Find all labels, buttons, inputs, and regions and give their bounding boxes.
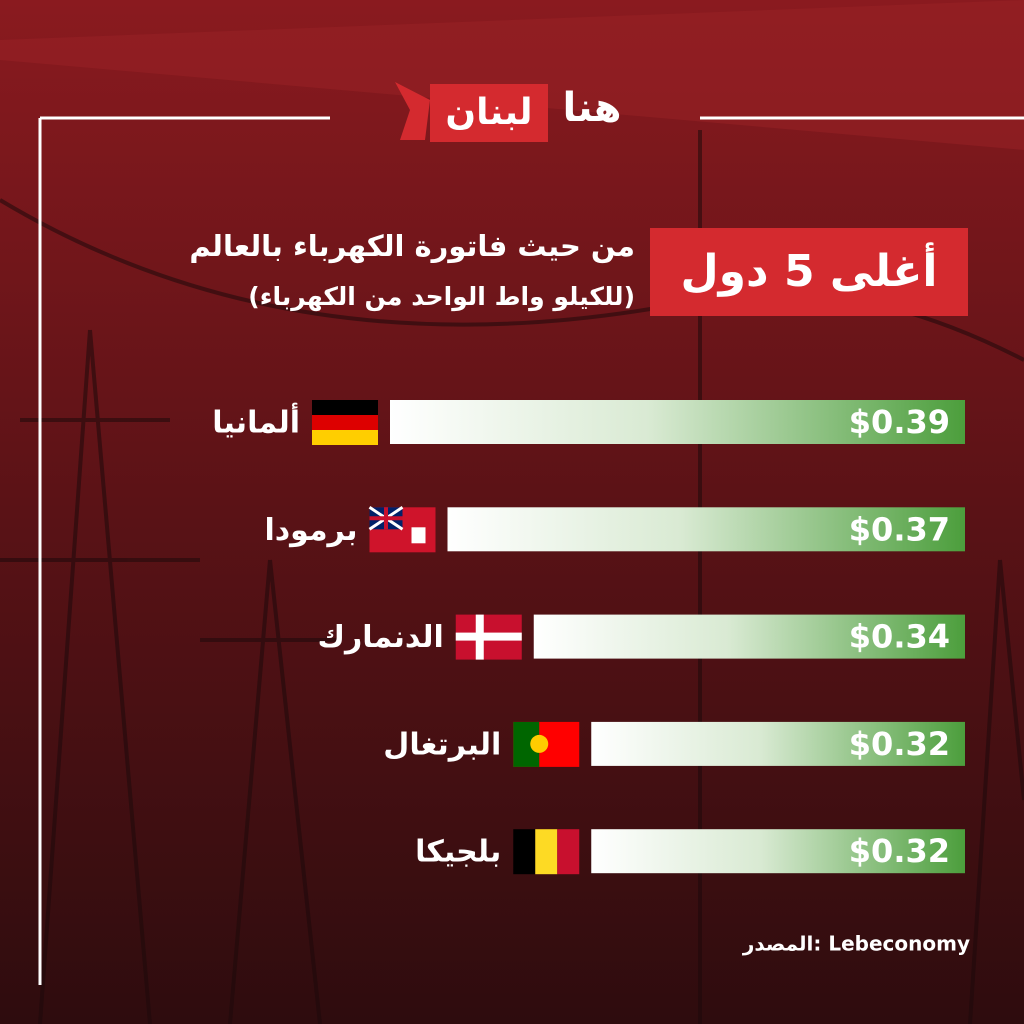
bar — [390, 400, 965, 444]
chart-title: أغلى 5 دول — [681, 242, 938, 297]
category-label: بلجيكا — [415, 835, 501, 870]
source: المصدر: Lebeconomy — [742, 932, 970, 956]
bar — [533, 614, 965, 659]
category-label: الدنمارك — [317, 620, 443, 655]
frame — [38, 116, 1024, 985]
flag — [312, 400, 378, 445]
category-label: البرتغال — [383, 727, 501, 762]
flag — [368, 506, 436, 553]
bar — [591, 829, 965, 874]
title-box — [650, 228, 968, 316]
logo-text: لبنان — [445, 92, 532, 133]
value-label: $0.32 — [849, 832, 950, 870]
background-band — [0, 0, 1024, 150]
value-label: $0.34 — [849, 618, 950, 656]
note: (للكيلو واط الواحد من الكهرباء) — [248, 282, 635, 312]
logo-text: هنا — [562, 85, 621, 131]
logo-box — [430, 84, 548, 142]
bar — [447, 507, 965, 552]
category-label: ألمانيا — [212, 403, 300, 441]
flag — [513, 721, 580, 767]
flag — [455, 614, 522, 660]
bar — [591, 721, 965, 766]
category-label: برمودا — [265, 513, 358, 548]
subtitle: من حيث فاتورة الكهرباء بالعالم — [189, 229, 635, 263]
value-label: $0.37 — [849, 510, 950, 548]
logo-icon — [395, 82, 430, 140]
value-label: $0.39 — [849, 403, 950, 441]
flag — [513, 829, 580, 875]
value-label: $0.32 — [849, 725, 950, 763]
